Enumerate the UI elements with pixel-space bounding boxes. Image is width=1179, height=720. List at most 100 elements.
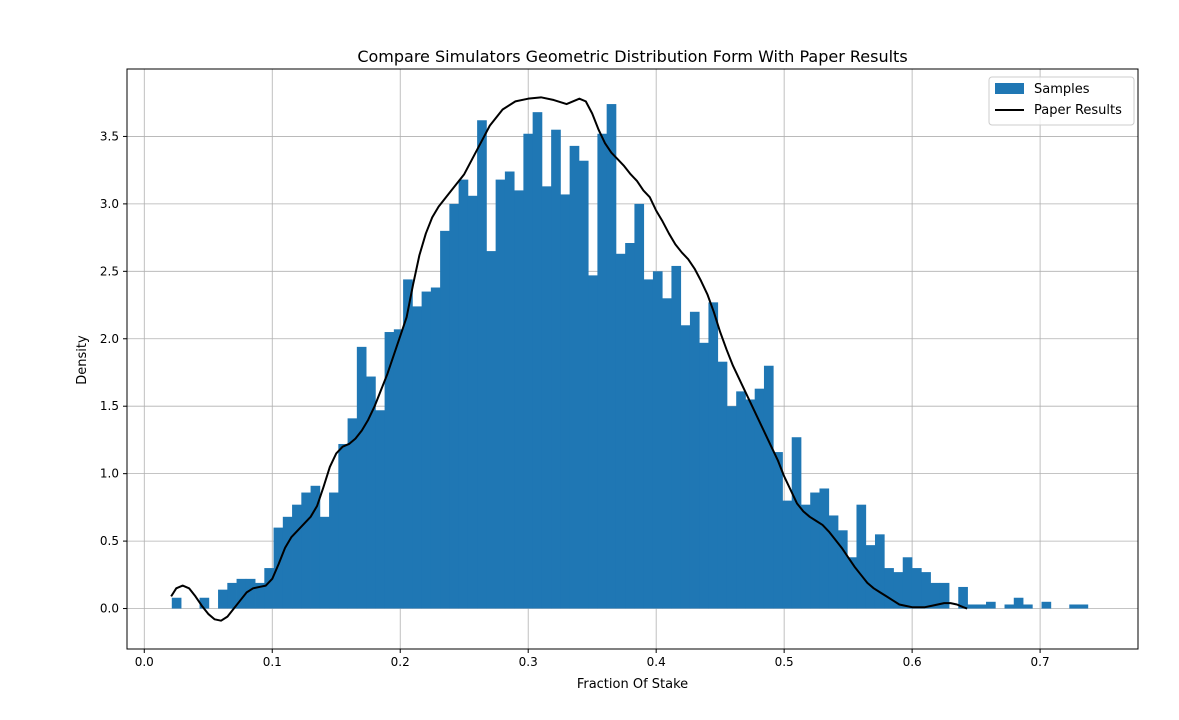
x-tick-label: 0.3 bbox=[519, 655, 538, 669]
histogram-bar bbox=[532, 112, 543, 609]
y-tick-label: 0.5 bbox=[100, 534, 119, 548]
histogram-bar bbox=[569, 145, 580, 609]
histogram-bar bbox=[384, 332, 395, 609]
histogram-bar bbox=[874, 534, 885, 609]
histogram-bar bbox=[578, 160, 589, 609]
histogram-bar bbox=[1013, 597, 1024, 609]
y-axis-ticks: 0.0 0.5 1.0 1.5 2.0 2.5 3.0 3.5 bbox=[100, 129, 127, 616]
histogram-bar bbox=[1069, 604, 1079, 609]
histogram-bar bbox=[282, 516, 293, 609]
histogram-bar bbox=[347, 418, 358, 609]
histogram-bar bbox=[375, 410, 386, 609]
histogram-bar bbox=[615, 253, 626, 609]
histogram-bar bbox=[958, 586, 968, 609]
histogram-bar bbox=[754, 388, 765, 609]
histogram-bar bbox=[708, 302, 719, 609]
histogram-bar bbox=[726, 406, 737, 609]
histogram-bar bbox=[986, 601, 996, 609]
histogram-bar bbox=[634, 203, 645, 609]
x-axis-label: Fraction Of Stake bbox=[577, 677, 688, 692]
histogram-bar bbox=[736, 391, 746, 609]
histogram-bar bbox=[366, 376, 376, 609]
paper-results-line-group bbox=[170, 96, 968, 622]
histogram-bar bbox=[782, 500, 793, 609]
histogram-bar bbox=[477, 120, 487, 609]
histogram-bar bbox=[662, 298, 672, 609]
plot-frame bbox=[126, 68, 1139, 650]
histogram-bar bbox=[763, 365, 774, 609]
histogram-bar bbox=[236, 578, 247, 609]
histogram-bar bbox=[800, 504, 811, 609]
x-axis-ticks: 0.0 0.1 0.2 0.3 0.4 0.5 0.6 0.7 bbox=[135, 649, 1050, 669]
x-tick-label: 0.4 bbox=[647, 655, 666, 669]
histogram-bar bbox=[643, 279, 654, 609]
histogram-bar bbox=[930, 582, 941, 609]
histogram-bar bbox=[449, 203, 460, 609]
histogram-bar bbox=[856, 504, 867, 609]
histogram-bars bbox=[171, 104, 1089, 609]
histogram-bar bbox=[773, 452, 783, 609]
histogram-bar bbox=[967, 604, 978, 609]
histogram-bar bbox=[329, 492, 339, 609]
y-tick-label: 2.5 bbox=[100, 264, 119, 278]
histogram-bar bbox=[458, 179, 469, 609]
histogram-bar bbox=[689, 311, 700, 609]
histogram-bar bbox=[1004, 604, 1015, 609]
paper-results-line bbox=[170, 96, 968, 622]
histogram-bar bbox=[847, 557, 857, 609]
histogram-bar bbox=[227, 582, 237, 609]
histogram-bar bbox=[514, 190, 524, 609]
x-tick-label: 0.5 bbox=[775, 655, 794, 669]
histogram-bar bbox=[652, 271, 663, 609]
histogram-bar bbox=[199, 597, 210, 609]
histogram-bar bbox=[745, 399, 756, 609]
histogram-bar bbox=[523, 133, 534, 609]
histogram-bar bbox=[541, 186, 552, 609]
y-tick-label: 0.0 bbox=[100, 602, 119, 616]
histogram-bar bbox=[865, 545, 876, 609]
histogram-bar bbox=[292, 504, 302, 609]
histogram-bar bbox=[597, 133, 608, 609]
histogram-bar bbox=[939, 582, 950, 609]
histogram-bar bbox=[976, 604, 987, 609]
histogram-bar bbox=[486, 251, 497, 609]
histogram-bar bbox=[218, 589, 228, 609]
histogram-bar bbox=[264, 568, 274, 609]
histogram-bar bbox=[884, 568, 894, 609]
y-tick-label: 2.0 bbox=[100, 332, 119, 346]
histogram-bar bbox=[310, 485, 321, 609]
x-tick-label: 0.7 bbox=[1031, 655, 1050, 669]
x-tick-label: 0.1 bbox=[263, 655, 282, 669]
histogram-bar bbox=[680, 325, 691, 609]
histogram-bar bbox=[421, 291, 432, 609]
histogram-bar bbox=[412, 306, 423, 609]
y-tick-label: 1.0 bbox=[100, 467, 119, 481]
histogram-bar bbox=[495, 179, 506, 609]
histogram-bar bbox=[810, 492, 820, 609]
histogram-bar bbox=[1041, 601, 1052, 609]
histogram-bar bbox=[430, 287, 441, 609]
y-tick-label: 3.0 bbox=[100, 197, 119, 211]
x-tick-label: 0.2 bbox=[391, 655, 410, 669]
legend-label-samples: Samples bbox=[1034, 82, 1090, 97]
histogram-bar bbox=[717, 361, 728, 609]
histogram-bar bbox=[606, 104, 617, 609]
histogram-bar bbox=[588, 275, 598, 609]
histogram-bar bbox=[319, 516, 330, 609]
y-tick-label: 3.5 bbox=[100, 129, 119, 143]
histogram-bar bbox=[171, 597, 182, 609]
histogram-bar bbox=[356, 346, 367, 609]
histogram-bar bbox=[819, 488, 830, 609]
histogram-bar bbox=[393, 329, 404, 609]
histogram-bar bbox=[301, 492, 311, 609]
legend-box bbox=[988, 76, 1135, 126]
histogram-bar bbox=[255, 582, 265, 609]
x-tick-label: 0.6 bbox=[903, 655, 922, 669]
histogram-bar bbox=[791, 437, 802, 609]
legend-swatch-samples bbox=[995, 83, 1024, 94]
histogram-bar bbox=[699, 342, 709, 609]
legend: Samples Paper Results bbox=[988, 76, 1135, 126]
y-axis-label: Density bbox=[75, 335, 90, 385]
histogram-bar bbox=[551, 129, 561, 609]
histogram-bar bbox=[440, 230, 450, 609]
